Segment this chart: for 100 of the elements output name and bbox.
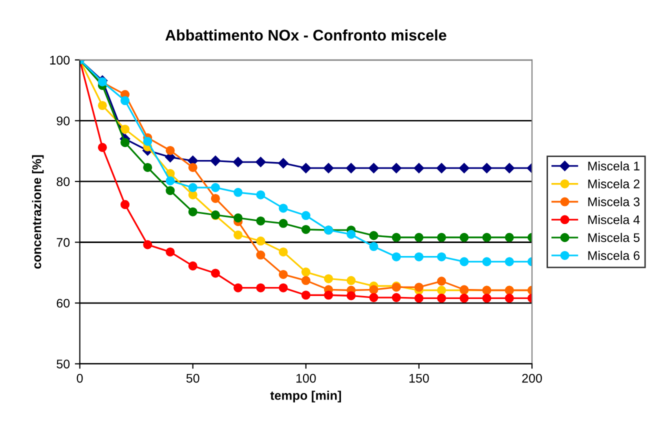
point [278, 218, 288, 228]
point [323, 162, 334, 174]
point [166, 146, 175, 155]
legend-label: Miscela 6 [588, 250, 640, 260]
point [392, 232, 401, 242]
point [301, 224, 310, 234]
point [278, 283, 288, 292]
point [234, 213, 243, 222]
point [143, 240, 152, 250]
point [369, 293, 378, 302]
legend-label: Miscela 3 [588, 197, 640, 206]
point [436, 162, 447, 174]
point [143, 162, 152, 172]
x-tick-label: 100 [296, 374, 316, 383]
point [301, 268, 310, 277]
point [482, 162, 492, 174]
point [392, 252, 401, 262]
point [210, 268, 220, 278]
point [346, 230, 356, 239]
point [346, 291, 356, 300]
point [482, 232, 492, 242]
point [120, 200, 130, 210]
point [188, 261, 198, 270]
point [460, 232, 469, 242]
point [256, 190, 266, 200]
legend-label: Miscela 4 [588, 214, 640, 224]
y-tick-label: 100 [50, 56, 70, 65]
point [232, 156, 244, 168]
point [256, 156, 266, 168]
point [437, 232, 446, 242]
x-tick-label: 50 [186, 374, 200, 383]
point [256, 250, 266, 260]
point [188, 207, 198, 216]
point [210, 183, 220, 192]
point [368, 162, 379, 174]
point [210, 156, 221, 166]
point [346, 276, 356, 286]
legend-label: Miscela 2 [588, 179, 640, 188]
point [460, 294, 469, 303]
point [460, 257, 469, 266]
x-axis-title: tempo [min] [270, 390, 341, 402]
y-tick-label: 70 [56, 238, 70, 247]
point [256, 236, 266, 246]
point [504, 232, 514, 242]
point [459, 162, 470, 174]
point [301, 276, 310, 286]
point [256, 283, 266, 292]
y-axis-title: concentrazione [%] [32, 155, 44, 269]
x-tick-label: 200 [522, 374, 542, 383]
x-tick-label: 150 [409, 374, 429, 383]
point [414, 294, 424, 303]
point [278, 270, 288, 279]
point [414, 282, 424, 292]
point [98, 142, 107, 152]
y-tick-label: 80 [56, 177, 70, 186]
point [300, 162, 312, 174]
point [234, 188, 243, 197]
point [301, 210, 310, 220]
point [166, 176, 175, 186]
point [414, 162, 424, 174]
point [504, 294, 514, 303]
point [437, 286, 446, 295]
legend-label: Miscela 1 [588, 161, 640, 170]
point [143, 136, 152, 146]
point [278, 158, 288, 168]
point [437, 252, 446, 262]
point [504, 162, 515, 174]
y-tick-label: 60 [56, 298, 70, 308]
x-tick-label: 0 [76, 374, 83, 383]
point [234, 283, 243, 292]
chart-title: Abbattimento NOx - Confronto miscele [165, 29, 446, 41]
point [120, 96, 130, 106]
point [120, 124, 130, 134]
point [392, 293, 401, 302]
point [234, 230, 243, 240]
point [256, 216, 266, 226]
y-tick-label: 50 [56, 360, 70, 368]
point [414, 232, 424, 242]
point [278, 247, 288, 256]
point [188, 190, 198, 200]
point [437, 294, 446, 303]
legend-label: Miscela 5 [588, 232, 640, 242]
point [278, 204, 288, 213]
y-tick-label: 90 [56, 116, 70, 126]
point [482, 294, 492, 303]
point [98, 100, 107, 110]
point [324, 290, 334, 300]
point [166, 247, 175, 256]
point [369, 242, 378, 252]
point [324, 274, 334, 284]
point [210, 194, 220, 204]
point [166, 186, 175, 196]
point [188, 183, 198, 192]
point [369, 285, 378, 294]
point [120, 138, 130, 148]
point [188, 162, 198, 172]
point [369, 231, 378, 240]
point [482, 257, 492, 266]
point [391, 162, 402, 174]
point [301, 290, 310, 300]
